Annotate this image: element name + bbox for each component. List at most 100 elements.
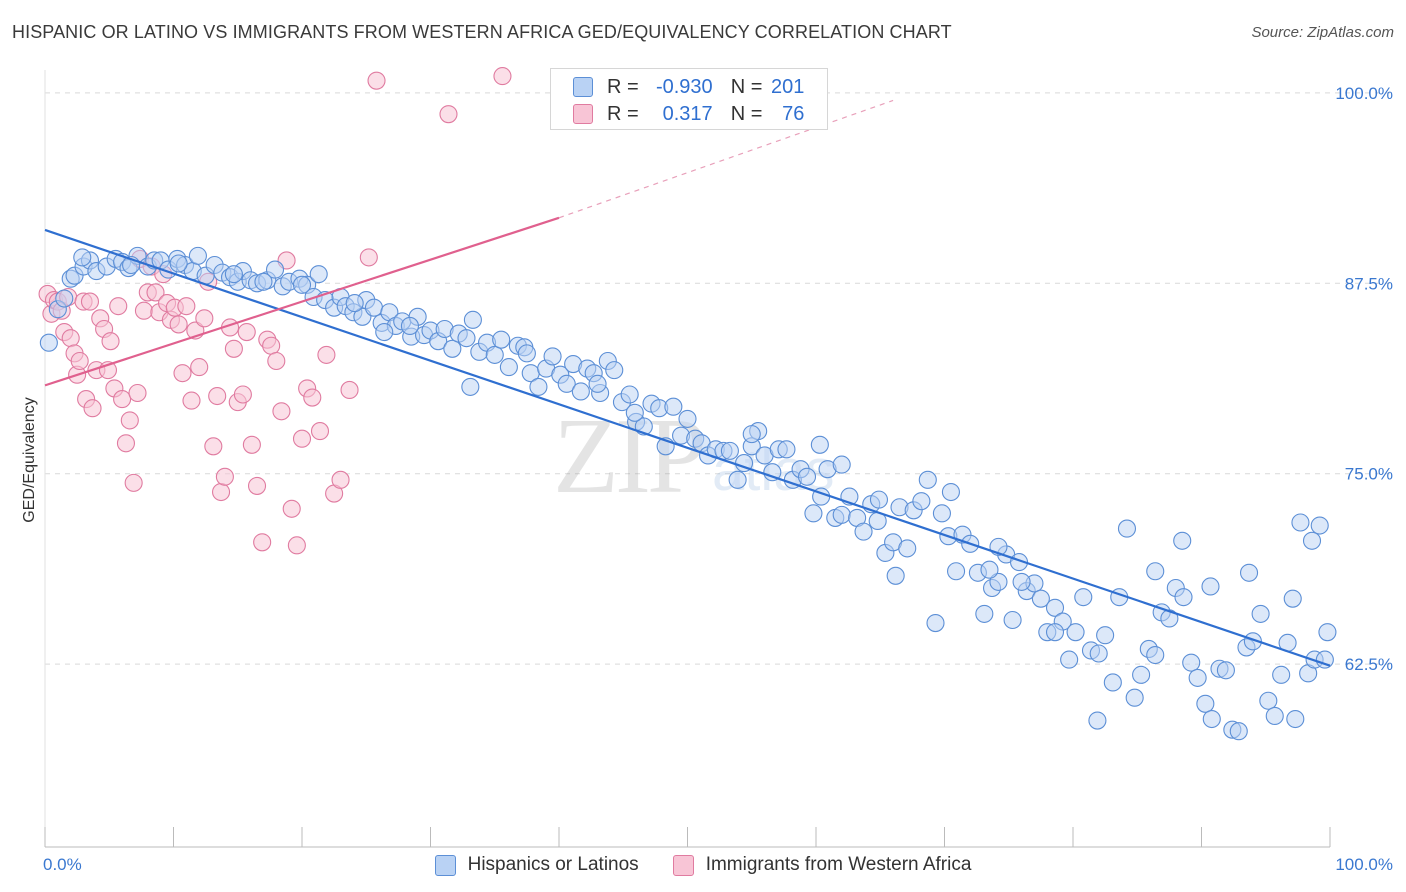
point-hispanics [832, 455, 851, 474]
point-immigrants [331, 470, 350, 489]
point-immigrants [83, 399, 102, 418]
point-hispanics [1012, 572, 1031, 591]
legend-item-hispanics[interactable]: Hispanics or Latinos [434, 854, 639, 876]
point-hispanics [1074, 588, 1093, 607]
point-hispanics [309, 265, 328, 284]
point-immigrants [340, 380, 359, 399]
point-immigrants [204, 437, 223, 456]
point-hispanics [1291, 513, 1310, 532]
point-immigrants [211, 482, 231, 502]
point-hispanics [1066, 623, 1085, 642]
point-hispanics [678, 409, 697, 428]
point-immigrants [262, 336, 281, 355]
point-hispanics [1125, 688, 1144, 707]
legend-label: Hispanics or Latinos [467, 854, 639, 875]
point-hispanics [1265, 706, 1284, 726]
point-immigrants [101, 332, 120, 351]
point-hispanics [1188, 668, 1207, 687]
point-immigrants [146, 283, 165, 302]
point-hispanics [400, 316, 419, 336]
legend-n-label: N = [730, 102, 763, 125]
point-hispanics [39, 333, 58, 352]
point-hispanics [1201, 577, 1220, 596]
legend-label: Immigrants from Western Africa [705, 854, 972, 875]
point-immigrants [247, 476, 267, 495]
point-hispanics [1302, 531, 1322, 550]
point-hispanics [926, 613, 945, 633]
series-immigrants-western-africa [38, 67, 512, 555]
point-hispanics [1174, 588, 1193, 607]
point-hispanics [375, 322, 394, 342]
point-immigrants [317, 345, 336, 364]
point-hispanics [886, 566, 905, 585]
point-hispanics [588, 374, 607, 393]
point-hispanics [1182, 653, 1201, 672]
point-hispanics [797, 467, 817, 486]
point-immigrants [113, 390, 132, 409]
point-hispanics [443, 339, 462, 358]
point-immigrants [182, 391, 201, 410]
point-hispanics [854, 522, 873, 541]
series-hispanics-or-latinos [39, 246, 1337, 741]
x-tick-label: 100.0% [1335, 855, 1393, 874]
point-hispanics [1146, 562, 1165, 581]
point-hispanics [1146, 645, 1165, 665]
point-immigrants [493, 67, 512, 86]
point-hispanics [292, 275, 312, 294]
point-hispanics [499, 358, 518, 377]
point-immigrants [272, 402, 291, 421]
point-immigrants [242, 435, 261, 454]
point-hispanics [932, 504, 951, 523]
trend-line-immigrants [44, 216, 560, 387]
point-hispanics [1318, 623, 1337, 642]
point-hispanics [625, 403, 644, 422]
point-immigrants [173, 364, 192, 383]
point-hispanics [517, 344, 536, 363]
point-hispanics [364, 298, 384, 317]
point-immigrants [190, 358, 209, 377]
y-tick-label: 100.0% [1335, 84, 1393, 103]
legend-item-immigrants[interactable]: Immigrants from Western Africa [672, 854, 972, 876]
point-hispanics [457, 329, 476, 348]
point-immigrants [109, 297, 128, 316]
point-hispanics [254, 272, 273, 291]
point-hispanics [529, 377, 548, 396]
point-immigrants [310, 422, 330, 441]
point-hispanics [461, 377, 480, 396]
point-immigrants [208, 386, 227, 406]
point-hispanics [720, 441, 739, 460]
point-hispanics [73, 248, 92, 267]
point-immigrants [177, 297, 196, 316]
point-hispanics [941, 482, 960, 502]
trend-line-hispanics [44, 228, 1331, 667]
point-immigrants [359, 248, 378, 267]
point-hispanics [918, 470, 937, 489]
point-immigrants [287, 536, 306, 555]
point-immigrants [215, 467, 234, 486]
point-hispanics [1272, 665, 1291, 684]
legend-n-value: 201 [771, 75, 805, 98]
point-immigrants [80, 292, 100, 311]
point-hispanics [832, 505, 851, 524]
point-hispanics [1202, 709, 1221, 729]
point-hispanics [492, 330, 511, 349]
point-hispanics [975, 604, 994, 623]
point-hispanics [1196, 694, 1215, 713]
legend-r-label: R = [607, 102, 639, 125]
point-hispanics [1239, 563, 1259, 582]
point-hispanics [1160, 609, 1179, 628]
point-hispanics [345, 294, 364, 313]
point-immigrants [282, 499, 301, 518]
legend-swatch-blue [573, 77, 593, 97]
trend-lines [44, 99, 1331, 667]
point-immigrants [70, 351, 89, 371]
legend-r-label: R = [607, 75, 639, 98]
point-immigrants [169, 315, 188, 334]
point-hispanics [1045, 623, 1065, 642]
point-hispanics [1310, 516, 1329, 535]
point-immigrants [237, 322, 256, 342]
point-hispanics [947, 562, 966, 581]
point-hispanics [1045, 598, 1065, 617]
legend-r-value: -0.930 [655, 75, 713, 98]
point-hispanics [188, 246, 207, 265]
